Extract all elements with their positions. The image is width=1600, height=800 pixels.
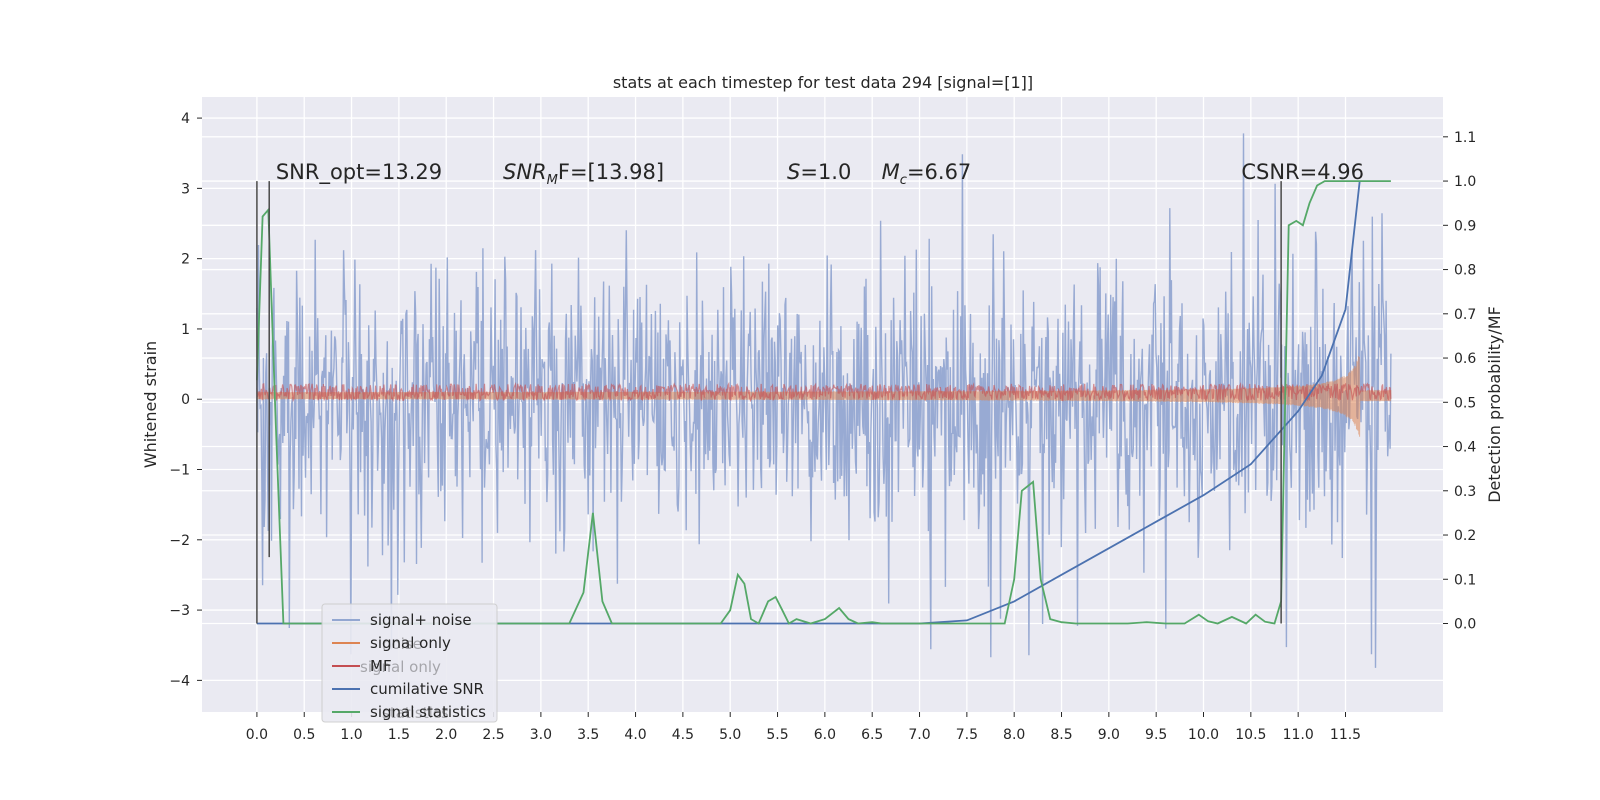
y-tick-label-right: 1.1 (1454, 130, 1476, 146)
x-tick-label: 11.0 (1283, 727, 1314, 743)
x-tick-label: 0.0 (246, 727, 268, 743)
y-axis-label-right: Detection probability/MF (1485, 306, 1504, 503)
y-tick-label-right: 0.7 (1454, 307, 1476, 323)
x-tick-label: 4.5 (672, 727, 694, 743)
series-signal-statistics-line (256, 180, 1391, 625)
x-tick-label: 10.5 (1235, 727, 1266, 743)
y-tick-label-right: 0.8 (1454, 263, 1476, 279)
y-tick-label-left: 4 (181, 111, 190, 127)
x-tick-label: 1.0 (340, 727, 362, 743)
y-tick-label-left: −3 (169, 603, 190, 619)
x-tick-label: 9.5 (1145, 727, 1167, 743)
legend-overlap-text: noise (382, 635, 422, 653)
y-tick-label-right: 0.0 (1454, 617, 1476, 633)
y-tick-label-right: 0.2 (1454, 528, 1476, 544)
x-tick-label: 8.0 (1003, 727, 1025, 743)
annotation: CSNR=4.96 (1241, 160, 1364, 184)
x-tick-label: 6.0 (814, 727, 836, 743)
annotation: SNRMF=[13.98] (503, 160, 664, 188)
x-tick-label: 7.5 (956, 727, 978, 743)
y-tick-label-left: −1 (169, 463, 190, 479)
y-tick-label-right: 0.9 (1454, 218, 1476, 234)
y-tick-label-right: 0.6 (1454, 351, 1476, 367)
x-tick-label: 5.0 (719, 727, 741, 743)
x-tick-label: 0.5 (293, 727, 315, 743)
series-signal-noise-line (256, 133, 1392, 668)
legend-label: signal only (370, 634, 451, 652)
legend-box (321, 603, 498, 723)
y-tick-label-left: 3 (181, 181, 190, 197)
y-tick-label-left: −4 (169, 673, 190, 689)
x-tick-label: 11.5 (1330, 727, 1361, 743)
y-tick-label-left: 1 (181, 322, 190, 338)
annotation: S=1.0 (787, 160, 851, 184)
annotation: Mc=6.67 (882, 160, 972, 188)
x-tick-label: 10.0 (1188, 727, 1219, 743)
series-mf-line (256, 381, 1392, 403)
y-axis-label-left: Whitened strain (141, 341, 160, 468)
annotation: SNR_opt=13.29 (276, 160, 442, 185)
legend-label: signal+ noise (370, 611, 472, 629)
x-tick-label: 3.5 (577, 727, 599, 743)
x-tick-label: 1.5 (388, 727, 410, 743)
legend-label: MF (370, 657, 392, 675)
x-tick-label: 3.0 (530, 727, 552, 743)
x-tick-label: 5.5 (766, 727, 788, 743)
x-tick-label: 2.5 (482, 727, 504, 743)
y-tick-label-left: 2 (181, 252, 190, 268)
legend-overlap-text: signal only (360, 658, 441, 676)
legend-label: cumilative SNR (370, 680, 484, 698)
x-tick-label: 9.0 (1098, 727, 1120, 743)
legend-overlap-text: statistics (382, 704, 449, 722)
axes: 4 3 2 1 0 −1 −2 −3 −4 1.1 1.0 0.9 0.8 0.7 0.6 0.5 0.4 0.3… (169, 111, 1476, 743)
legend-label: signal statistics (370, 703, 486, 721)
y-tick-label-right: 0.5 (1454, 395, 1476, 411)
x-tick-label: 8.5 (1050, 727, 1072, 743)
x-tick-label: 6.5 (861, 727, 883, 743)
chart-title: stats at each timestep for test data 294… (613, 73, 1033, 92)
y-tick-label-right: 0.4 (1454, 440, 1476, 456)
x-tick-label: 7.0 (908, 727, 930, 743)
y-tick-label-right: 0.3 (1454, 484, 1476, 500)
y-tick-label-right: 1.0 (1454, 174, 1476, 190)
x-tick-label: 4.0 (624, 727, 646, 743)
y-tick-label-right: 0.1 (1454, 572, 1476, 588)
y-tick-label-left: −2 (169, 533, 190, 549)
x-tick-label: 2.0 (435, 727, 457, 743)
y-tick-label-left: 0 (181, 392, 190, 408)
